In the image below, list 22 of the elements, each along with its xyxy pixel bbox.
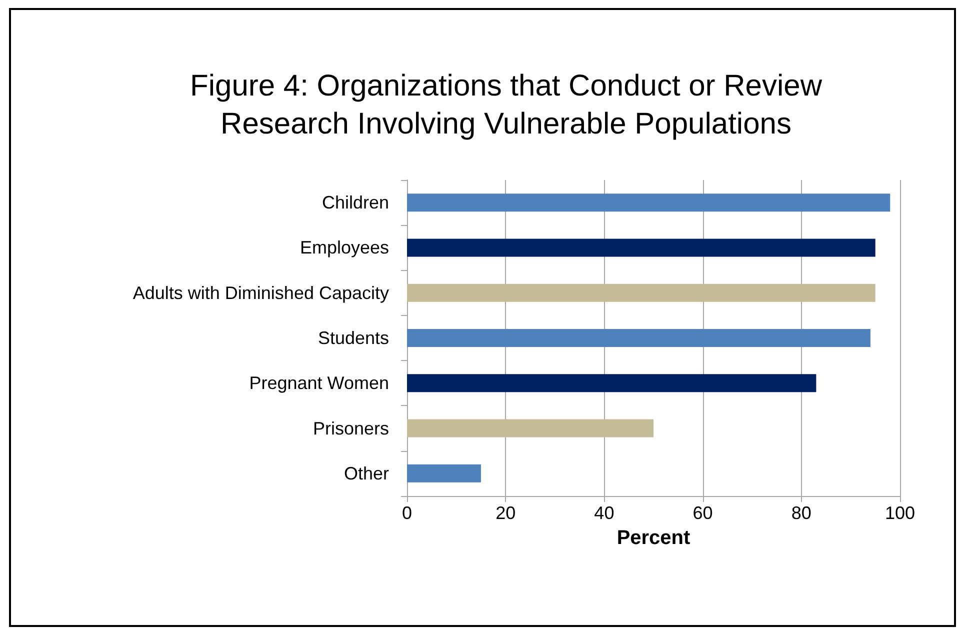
x-tick-label: 60 — [692, 503, 713, 523]
bar — [407, 284, 876, 302]
y-tick-label: Other — [344, 463, 389, 484]
bar — [407, 329, 870, 347]
bar — [407, 464, 481, 482]
bar — [407, 238, 876, 257]
x-tick-label: 80 — [791, 503, 812, 523]
bar — [407, 419, 654, 438]
chart-title: Figure 4: Organizations that Conduct or Review Research Involving Vulnerable Populations — [190, 70, 822, 140]
y-tick-label: Students — [318, 328, 389, 348]
bar — [407, 374, 816, 392]
x-tick-label: 0 — [402, 503, 412, 523]
y-tick-label: Employees — [300, 238, 389, 258]
x-tick-label: 100 — [884, 503, 916, 523]
y-tick-label: Prisoners — [312, 418, 389, 438]
x-axis-title: Percent — [616, 527, 691, 549]
bar — [407, 194, 890, 212]
y-tick-label: Children — [322, 192, 389, 213]
x-tick-label: 20 — [496, 503, 516, 523]
y-tick-label: Adults with Diminished Capacity — [132, 282, 389, 303]
x-tick-label: 40 — [594, 503, 614, 523]
y-tick-label: Pregnant Women — [249, 373, 389, 394]
